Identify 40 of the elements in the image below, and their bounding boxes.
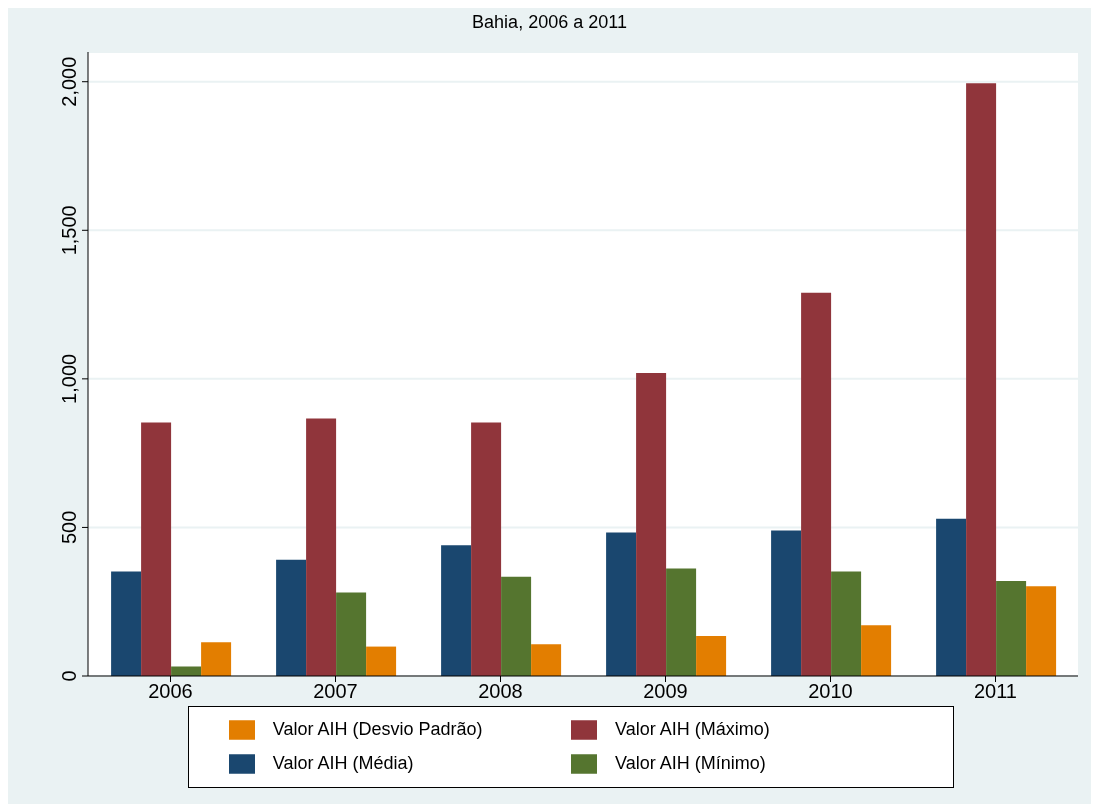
x-tick-label: 2011 — [973, 680, 1018, 703]
bar — [306, 418, 337, 676]
legend-label: Valor AIH (Média) — [272, 752, 414, 773]
legend-label: Valor AIH (Máximo) — [615, 718, 770, 739]
bar — [1026, 586, 1057, 676]
x-tick-label: 2006 — [148, 680, 193, 703]
bar — [501, 576, 532, 676]
x-tick-label: 2008 — [478, 680, 523, 703]
y-tick-label: 500 — [58, 510, 80, 545]
y-tick-label: 2,000 — [58, 56, 80, 107]
bar — [111, 571, 142, 676]
y-tick-label: 1,000 — [58, 353, 80, 404]
x-tick-label: 2007 — [313, 680, 358, 703]
bar — [696, 635, 727, 676]
bar — [936, 518, 967, 676]
bar — [666, 568, 697, 676]
chart-title: Bahia, 2006 a 2011 — [471, 11, 628, 34]
y-tick-label: 1,500 — [58, 205, 80, 256]
x-tick-label: 2010 — [808, 680, 853, 703]
y-tick-label: 0 — [58, 670, 80, 682]
bar — [861, 625, 892, 676]
bar — [201, 642, 232, 676]
legend-label: Valor AIH (Mínimo) — [615, 752, 766, 773]
bar — [336, 592, 367, 676]
bar — [831, 571, 862, 676]
bar — [276, 559, 307, 676]
bar — [366, 646, 397, 676]
bar — [141, 422, 172, 676]
bar — [171, 666, 202, 676]
bar — [996, 580, 1027, 676]
bar — [531, 644, 562, 676]
bar — [606, 532, 637, 676]
bar — [966, 83, 997, 676]
bar — [801, 292, 832, 676]
x-tick-label: 2009 — [643, 680, 688, 703]
bar — [441, 545, 472, 676]
bar — [636, 372, 667, 676]
legend-label: Valor AIH (Desvio Padrão) — [272, 718, 483, 739]
bar — [771, 530, 802, 676]
bar — [471, 422, 502, 676]
